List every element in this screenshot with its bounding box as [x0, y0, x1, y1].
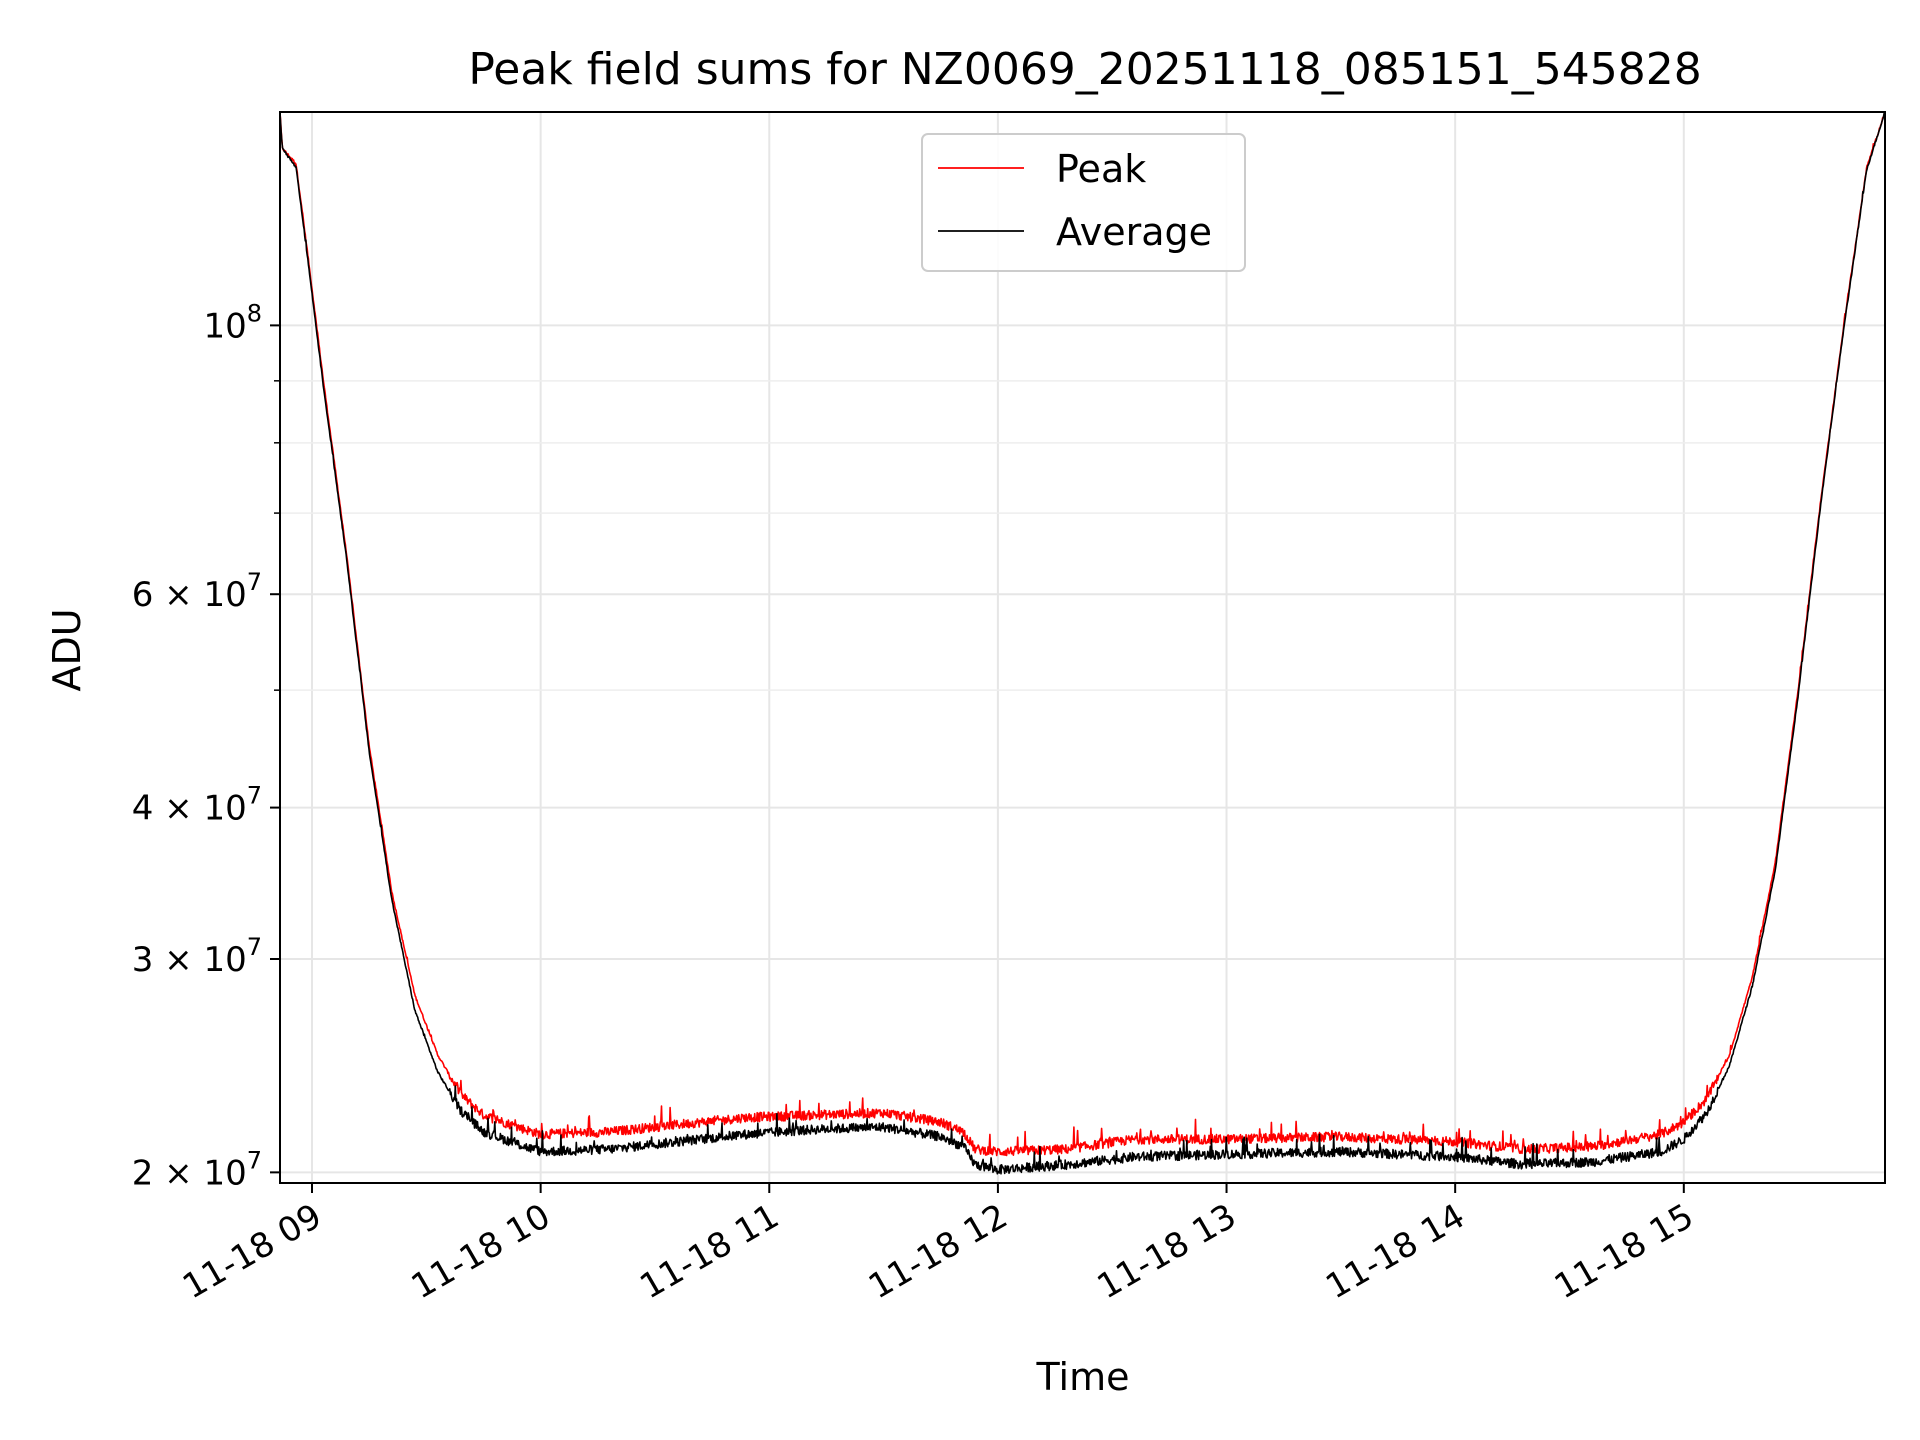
plot-frame [279, 111, 1886, 1184]
chart-title: Peak field sums for NZ0069_20251118_0851… [468, 44, 1701, 95]
x-axis-title: Time [1036, 1355, 1130, 1399]
series-layer [280, 112, 1885, 1175]
y-axis-title: ADU [45, 608, 89, 691]
grid [280, 112, 1885, 1183]
y-tick-label: 108 [203, 299, 262, 346]
y-tick-label: 3 × 107 [132, 933, 262, 980]
y-tick-label: 4 × 107 [132, 782, 262, 829]
y-tick-label: 2 × 107 [132, 1146, 262, 1193]
y-tick-label: 6 × 107 [132, 568, 262, 615]
series-line-average [280, 112, 1885, 1175]
legend-label-peak: Peak [1056, 147, 1146, 191]
legend: Peak Average [921, 133, 1246, 272]
legend-label-average: Average [1056, 210, 1212, 254]
series-line-peak [280, 112, 1885, 1157]
